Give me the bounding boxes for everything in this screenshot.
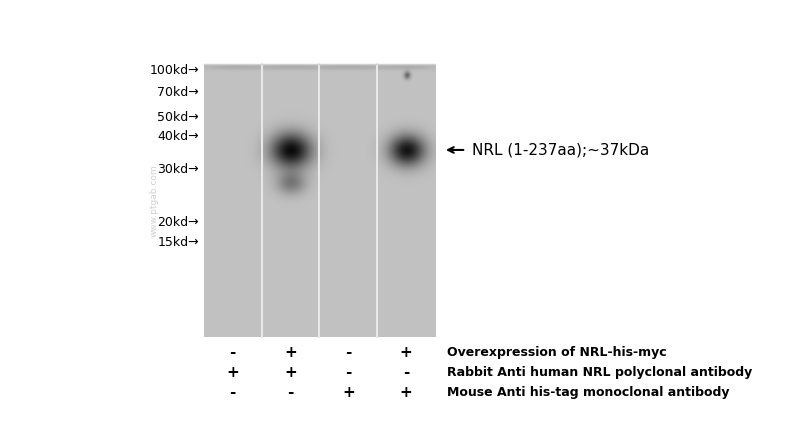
Text: +: + bbox=[226, 366, 239, 380]
Text: 30kd→: 30kd→ bbox=[157, 163, 199, 176]
Text: 50kd→: 50kd→ bbox=[157, 111, 199, 124]
Bar bbox=[377, 64, 435, 336]
Bar bbox=[319, 64, 377, 336]
Text: +: + bbox=[284, 345, 297, 360]
Text: -: - bbox=[230, 385, 236, 400]
Text: 15kd→: 15kd→ bbox=[157, 236, 199, 249]
Text: +: + bbox=[400, 345, 413, 360]
Text: 70kd→: 70kd→ bbox=[157, 86, 199, 99]
Text: +: + bbox=[342, 385, 355, 400]
Text: +: + bbox=[400, 385, 413, 400]
Text: NRL (1-237aa);∼37kDa: NRL (1-237aa);∼37kDa bbox=[472, 142, 650, 157]
Text: 100kd→: 100kd→ bbox=[149, 65, 199, 78]
Text: Rabbit Anti human NRL polyclonal antibody: Rabbit Anti human NRL polyclonal antibod… bbox=[447, 366, 753, 379]
Text: 40kd→: 40kd→ bbox=[157, 130, 199, 143]
Text: Mouse Anti his-tag monoclonal antibody: Mouse Anti his-tag monoclonal antibody bbox=[447, 386, 730, 399]
Text: -: - bbox=[345, 345, 351, 360]
Bar bbox=[204, 64, 262, 336]
Text: 20kd→: 20kd→ bbox=[157, 215, 199, 228]
Text: www.ptgab.com: www.ptgab.com bbox=[149, 164, 158, 237]
Text: -: - bbox=[230, 345, 236, 360]
Text: Overexpression of NRL-his-myc: Overexpression of NRL-his-myc bbox=[447, 346, 667, 359]
Text: +: + bbox=[284, 366, 297, 380]
Text: -: - bbox=[403, 366, 409, 380]
Text: -: - bbox=[287, 385, 293, 400]
Bar bbox=[262, 64, 319, 336]
Text: -: - bbox=[345, 366, 351, 380]
